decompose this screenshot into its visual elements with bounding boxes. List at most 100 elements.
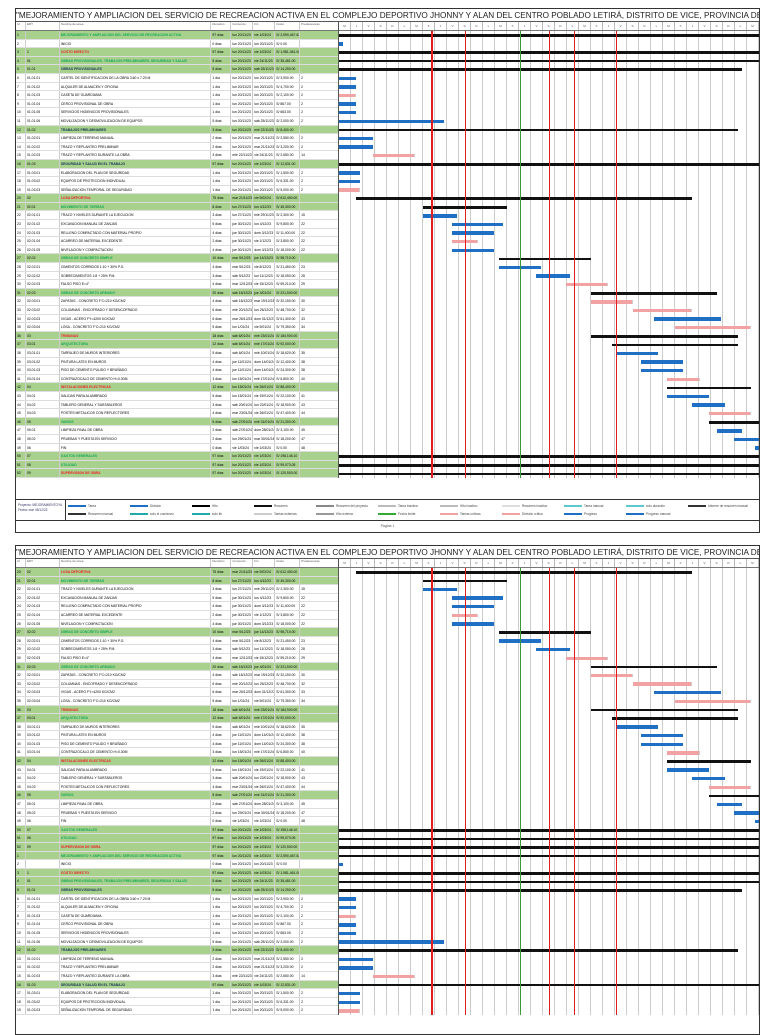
legend-swatch-icon bbox=[688, 504, 706, 508]
table-cell: lun 20/11/23 bbox=[231, 168, 254, 177]
table-header: Id EDT Nombre de tarea Duración Comienzo Fin C… bbox=[16, 559, 338, 568]
table-cell: S/ 2,000.00 bbox=[275, 937, 301, 946]
table-row: 37 03.01 ARQUITECTURA 12 días sáb 6/01/24 mié… bbox=[16, 340, 338, 349]
table-cell: 10 bbox=[16, 108, 26, 116]
table-cell: lun 22/01/24 bbox=[253, 774, 276, 782]
timescale-day: L bbox=[567, 22, 579, 30]
table-cell: mié 23/01/24 bbox=[254, 331, 276, 340]
table-cell: S/ 2,300.00 bbox=[275, 585, 301, 593]
table-cell: 29 bbox=[16, 645, 26, 653]
table-cell: S/ 184,900.00 bbox=[275, 331, 301, 340]
page-2: "MEJORAMIENTO Y AMPLIACION DEL SERVICIO … bbox=[15, 545, 760, 1035]
table-cell: 30 bbox=[301, 673, 305, 678]
table-cell: 4 días bbox=[211, 602, 232, 610]
table-cell: 02.02.03 bbox=[26, 280, 60, 288]
timescale-day: D bbox=[723, 22, 735, 30]
legend-label: Resumen del proyecto bbox=[336, 504, 368, 508]
table-cell: lun 20/11/23 bbox=[253, 920, 276, 928]
table-row: 19 01.03.03 SEÑALIZACION TEMPORAL DE SEGUR… bbox=[16, 185, 338, 195]
table-cell: 02.03.04 bbox=[26, 696, 60, 705]
timescale-day: V bbox=[531, 22, 543, 30]
table-cell: 01.01 bbox=[26, 885, 60, 894]
timescale-day: M bbox=[579, 22, 591, 30]
table-cell: 22 bbox=[301, 621, 305, 626]
table-cell bbox=[300, 757, 338, 765]
table-cell bbox=[300, 469, 338, 477]
table-cell: S/ 47,400.00 bbox=[275, 409, 301, 417]
table-cell: 38 bbox=[301, 741, 305, 746]
table-cell: 6 días bbox=[211, 688, 232, 696]
gantt-bar bbox=[339, 68, 743, 71]
page-1: "MEJORAMIENTO Y AMPLIACION DEL SERVICIO … bbox=[15, 8, 760, 533]
table-cell: 5 días bbox=[211, 116, 232, 125]
table-cell: mar 5/12/23 bbox=[231, 254, 254, 263]
table-cell: CARTEL DE IDENTIFICACION DE LA OBRA 3.60… bbox=[60, 894, 212, 903]
table-cell: 01.01.02 bbox=[26, 903, 60, 911]
table-cell: 01.03.01 bbox=[26, 989, 60, 997]
table-row: 40 03.01.03 PISO DE CEMENTO PULIDO Y BRUÑA… bbox=[16, 366, 338, 375]
table-cell: OBRAS DE CONCRETO SIMPLE bbox=[60, 254, 212, 263]
table-cell: 8 días bbox=[211, 576, 232, 585]
timescale-day: L bbox=[735, 559, 747, 567]
table-cell: S/ 6,800.00 bbox=[275, 748, 301, 757]
table-cell: lun 20/11/23 bbox=[231, 989, 254, 997]
timescale-day: D bbox=[555, 22, 567, 30]
table-cell: lun 20/11/23 bbox=[253, 168, 276, 177]
table-cell: S/ 2,590,467.62 bbox=[276, 851, 301, 860]
table-cell: sáb 25/11/23 bbox=[254, 885, 276, 894]
table-cell: 22 bbox=[16, 211, 26, 220]
table-cell: TRAZO Y REPLANTEO PRELIMINAR bbox=[60, 963, 212, 971]
table-cell: 41 bbox=[16, 748, 26, 757]
table-cell: 2 bbox=[301, 110, 303, 115]
table-row: 43 04.01 SALIDAS PARA ALUMBRADO 5 días lun 1… bbox=[16, 391, 338, 401]
table-cell: 48 bbox=[301, 445, 305, 450]
timescale-day: D bbox=[471, 22, 483, 30]
legend-swatch-icon bbox=[130, 512, 148, 516]
table-cell: S/ 0.00 bbox=[275, 443, 301, 452]
table-row: 18 01.03.02 EQUIPOS DE PROTECCION INDIVIDU… bbox=[16, 177, 338, 186]
legend-swatch-icon bbox=[502, 512, 520, 516]
table-cell bbox=[300, 461, 338, 469]
table-cell: sáb 27/01/24 bbox=[232, 417, 254, 426]
table-row: 31 02.03 OBRAS DE CONCRETO ARMADO 20 días sá… bbox=[16, 288, 338, 298]
gantt-bar bbox=[708, 794, 759, 798]
table-cell: vie 1/03/24 bbox=[253, 452, 276, 460]
gantt-bar bbox=[452, 596, 503, 600]
legend-label: Progreso manual bbox=[646, 512, 671, 516]
table-cell: CONTRAZOCALO DE CEMENTO H=0.30M bbox=[60, 748, 212, 757]
table-cell: dom 3/12/23 bbox=[253, 228, 276, 237]
legend-label: Resumen inactivo bbox=[522, 504, 548, 508]
gantt-bar bbox=[565, 282, 608, 287]
table-cell: S/ 92,000.00 bbox=[275, 340, 301, 348]
table-cell: LOSA - CONCRETO F'C=210 KG/CM2 bbox=[60, 323, 212, 331]
table-cell: 02.03.03 bbox=[26, 688, 60, 696]
table-cell: 3 días bbox=[211, 211, 232, 220]
table-cell: 01.02.03 bbox=[26, 151, 60, 159]
legend-label: Tarea manual bbox=[584, 504, 604, 508]
table-cell: 1 día bbox=[211, 73, 232, 82]
table-row: 32 02.03.01 ZAPATAS - CONCRETO F'C=210 KG/… bbox=[16, 297, 338, 306]
table-cell: MEJORAMIENTO Y AMPLIACION DEL SERVICIO D… bbox=[60, 851, 212, 860]
table-cell: 31 bbox=[16, 288, 26, 297]
table-cell: 51 bbox=[16, 834, 26, 842]
table-cell: 5 días bbox=[211, 877, 232, 885]
table-cell: mar 30/01/24 bbox=[254, 808, 276, 817]
table-row: 35 02.03.04 LOSA - CONCRETO F'C=210 KG/CM2… bbox=[16, 323, 338, 332]
table-cell: 32 bbox=[16, 671, 26, 679]
legend-label: Hito externo bbox=[336, 512, 354, 516]
table-cell: mar 23/01/24 bbox=[232, 409, 254, 417]
table-cell: dom 3/12/23 bbox=[253, 619, 276, 628]
table-cell: jue 4/01/24 bbox=[253, 662, 276, 671]
table-cell: 2 bbox=[301, 179, 303, 184]
table-cell: 37 bbox=[16, 714, 26, 722]
table-cell: CERCO PROVISIONAL DE OBRA bbox=[60, 99, 212, 108]
table-row: 12 01.02 TRABAJOS PRELIMINARES 3 días lun 20… bbox=[16, 946, 338, 955]
table-cell: jue 11/01/24 bbox=[231, 357, 254, 366]
table-cell: 4 días bbox=[211, 671, 232, 679]
table-cell: EQUIPOS DE PROTECCION INDIVIDUAL bbox=[60, 997, 212, 1006]
table-cell: mar 21/11/23 bbox=[232, 194, 254, 202]
table-row: 49 06 FIN 0 días vie 1/03/24 vie 1/03/24 S/ 0.… bbox=[16, 817, 338, 826]
task-table: Id EDT Nombre de tarea Duración Comienzo Fin C… bbox=[16, 559, 339, 1015]
table-cell: S/ 198,146.10 bbox=[275, 825, 301, 834]
table-cell: MOVIMIENTO DE TIERRAS bbox=[60, 576, 212, 585]
